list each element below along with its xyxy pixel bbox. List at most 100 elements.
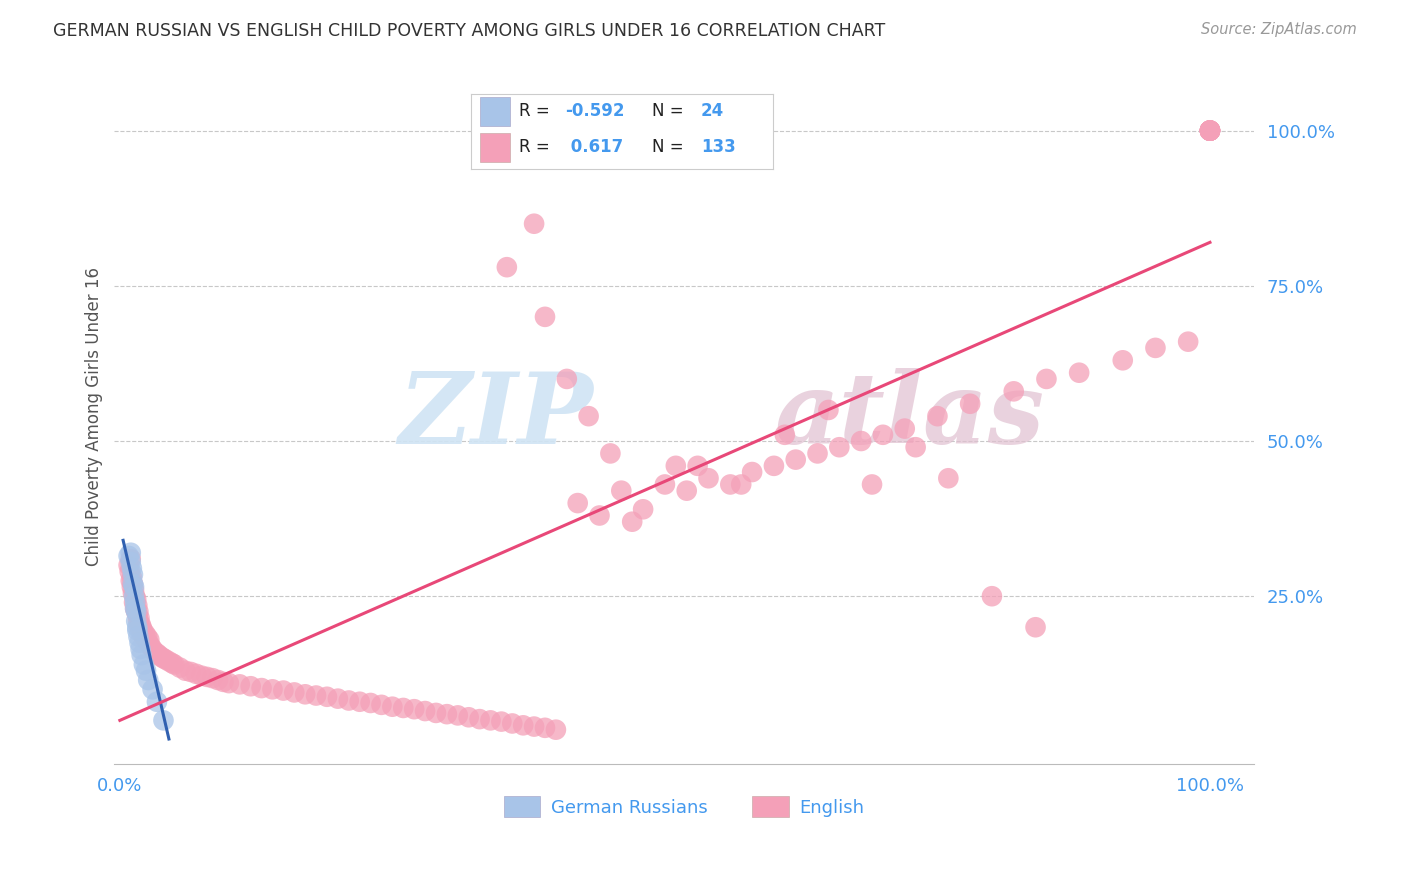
Point (959, 397, 981, 411)
Point (273, 683, 295, 698)
Point (135, 632, 157, 647)
Point (122, 589, 145, 603)
Point (142, 642, 165, 657)
Point (131, 620, 153, 634)
Point (124, 589, 146, 603)
Point (127, 630, 149, 644)
Point (131, 648, 153, 663)
Point (125, 614, 148, 628)
Point (860, 477, 883, 491)
Point (479, 714, 502, 728)
Point (132, 657, 155, 672)
Point (139, 639, 162, 653)
Point (129, 642, 152, 657)
Point (872, 427, 894, 442)
Point (250, 681, 273, 695)
Point (136, 630, 159, 644)
Text: 133: 133 (700, 138, 735, 156)
Point (762, 458, 785, 473)
Point (120, 552, 142, 566)
Text: atlas: atlas (775, 368, 1045, 465)
Point (316, 690, 339, 704)
Point (981, 589, 1004, 603)
Point (599, 446, 621, 460)
Point (128, 611, 150, 625)
Point (1199, 123, 1222, 137)
Point (127, 607, 149, 622)
Point (120, 555, 142, 569)
Point (1199, 123, 1222, 137)
Point (730, 477, 752, 491)
Point (1035, 372, 1057, 386)
Point (686, 458, 709, 473)
Point (1177, 334, 1199, 349)
Point (122, 567, 145, 582)
Legend: German Russians, English: German Russians, English (496, 789, 872, 824)
Point (370, 698, 392, 712)
Point (127, 599, 149, 613)
Point (578, 409, 600, 424)
Bar (479, 97, 510, 127)
Point (127, 614, 149, 628)
Point (127, 620, 149, 634)
Point (195, 670, 218, 684)
Point (148, 648, 170, 663)
Point (180, 665, 202, 679)
Point (134, 626, 156, 640)
Text: N =: N = (652, 138, 683, 156)
Point (1199, 123, 1222, 137)
Text: GERMAN RUSSIAN VS ENGLISH CHILD POVERTY AMONG GIRLS UNDER 16 CORRELATION CHART: GERMAN RUSSIAN VS ENGLISH CHILD POVERTY … (53, 22, 886, 40)
Point (128, 636, 150, 650)
Point (218, 676, 240, 690)
Point (349, 695, 371, 709)
Point (117, 549, 139, 563)
Point (157, 654, 180, 668)
Point (567, 496, 589, 510)
Point (785, 452, 807, 467)
Point (117, 558, 139, 573)
Point (125, 605, 148, 619)
Point (425, 706, 447, 720)
Point (828, 440, 851, 454)
Point (849, 434, 872, 448)
Point (936, 471, 959, 485)
Point (1199, 123, 1222, 137)
Point (337, 693, 360, 707)
Point (136, 673, 159, 687)
Point (817, 403, 839, 417)
Point (135, 664, 157, 678)
Y-axis label: Child Poverty Among Girls Under 16: Child Poverty Among Girls Under 16 (86, 267, 103, 566)
Point (1199, 123, 1222, 137)
Point (665, 458, 688, 473)
Point (392, 701, 415, 715)
Text: -0.592: -0.592 (565, 103, 624, 120)
Point (124, 601, 146, 615)
Point (1144, 341, 1167, 355)
Bar (479, 133, 510, 161)
Point (121, 580, 143, 594)
Point (610, 483, 633, 498)
Point (127, 605, 149, 619)
Point (544, 723, 567, 737)
Point (152, 714, 174, 728)
Point (229, 677, 252, 691)
Point (127, 624, 149, 638)
Point (1199, 123, 1222, 137)
Point (1069, 366, 1091, 380)
Text: ZIP: ZIP (398, 368, 593, 465)
Point (122, 576, 145, 591)
Point (501, 716, 523, 731)
Point (1199, 123, 1222, 137)
Point (468, 712, 491, 726)
Point (143, 645, 166, 659)
Point (697, 471, 720, 485)
Point (631, 502, 654, 516)
Point (138, 632, 160, 647)
Point (294, 687, 316, 701)
Point (122, 586, 145, 600)
Point (447, 708, 470, 723)
Point (360, 696, 382, 710)
Point (129, 617, 152, 632)
Point (118, 565, 141, 579)
Point (201, 671, 224, 685)
